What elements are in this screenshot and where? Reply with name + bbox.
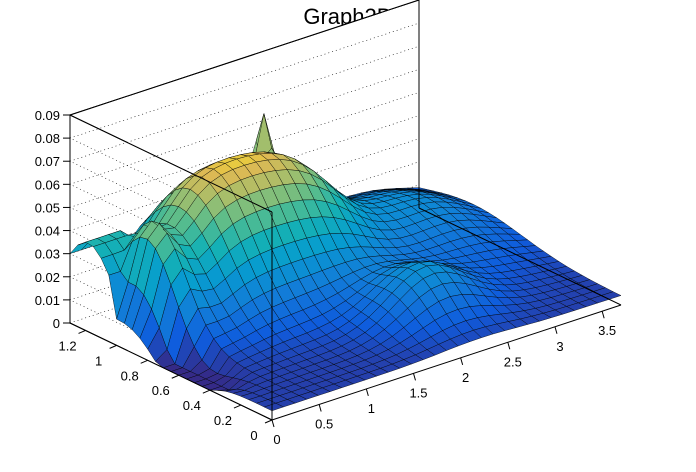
z-tick-label: 0.02 bbox=[35, 270, 60, 285]
x-tick-mark bbox=[554, 326, 558, 334]
z-tick-label: 0.06 bbox=[35, 177, 60, 192]
x-tick-label: 0 bbox=[273, 432, 280, 447]
y-tick-mark bbox=[233, 404, 242, 409]
axis-edge bbox=[69, 114, 273, 213]
z-tick-label: 0.04 bbox=[35, 224, 60, 239]
x-tick-mark bbox=[365, 388, 369, 397]
z-tick-label: 0 bbox=[53, 316, 60, 331]
z-tick-label: 0.07 bbox=[35, 154, 60, 169]
surface-mesh bbox=[69, 112, 622, 412]
x-tick-label: 0.5 bbox=[315, 416, 333, 431]
z-tick-label: 0.03 bbox=[35, 247, 60, 262]
y-tick-label: 0.8 bbox=[121, 368, 139, 383]
y-tick-mark bbox=[78, 330, 86, 334]
x-tick-mark bbox=[271, 419, 275, 428]
x-tick-label: 3 bbox=[556, 339, 563, 354]
y-tick-mark bbox=[109, 344, 117, 349]
axis-edge bbox=[418, 207, 622, 306]
y-tick-label: 1 bbox=[95, 353, 102, 368]
axis-edge bbox=[69, 322, 273, 421]
z-tick-label: 0.08 bbox=[35, 131, 60, 146]
y-tick-label: 1.2 bbox=[58, 338, 76, 353]
x-tick-mark bbox=[601, 311, 605, 319]
y-tick-mark bbox=[171, 374, 179, 379]
x-tick-label: 2 bbox=[462, 370, 469, 385]
axis-ticks: 0 0.5 1 1.5 2 2.5 3 3.5 0 0.2 0.4 0.6 0.8 1 1.2 0 0.01 0.… bbox=[35, 108, 616, 447]
x-tick-label: 1 bbox=[368, 401, 375, 416]
x-tick-label: 2.5 bbox=[504, 354, 522, 369]
y-tick-label: 0.2 bbox=[214, 413, 232, 428]
axis-edges bbox=[69, 0, 622, 421]
x-tick-label: 3.5 bbox=[598, 323, 616, 338]
x-tick-mark bbox=[413, 373, 416, 381]
z-tick-label: 0.05 bbox=[35, 200, 60, 215]
x-tick-mark bbox=[460, 357, 464, 365]
axis-edge bbox=[271, 304, 622, 421]
y-tick-label: 0 bbox=[250, 428, 257, 443]
z-tick-label: 0.01 bbox=[35, 293, 60, 308]
y-tick-label: 0.4 bbox=[183, 398, 201, 413]
x-tick-mark bbox=[318, 404, 322, 412]
x-tick-label: 1.5 bbox=[409, 385, 427, 400]
x-tick-mark bbox=[507, 342, 511, 350]
y-tick-mark bbox=[140, 359, 148, 364]
axis-edge bbox=[69, 0, 420, 116]
y-tick-mark bbox=[202, 389, 211, 394]
y-tick-mark bbox=[264, 419, 273, 424]
z-tick-label: 0.09 bbox=[35, 108, 60, 123]
y-tick-label: 0.6 bbox=[152, 383, 170, 398]
